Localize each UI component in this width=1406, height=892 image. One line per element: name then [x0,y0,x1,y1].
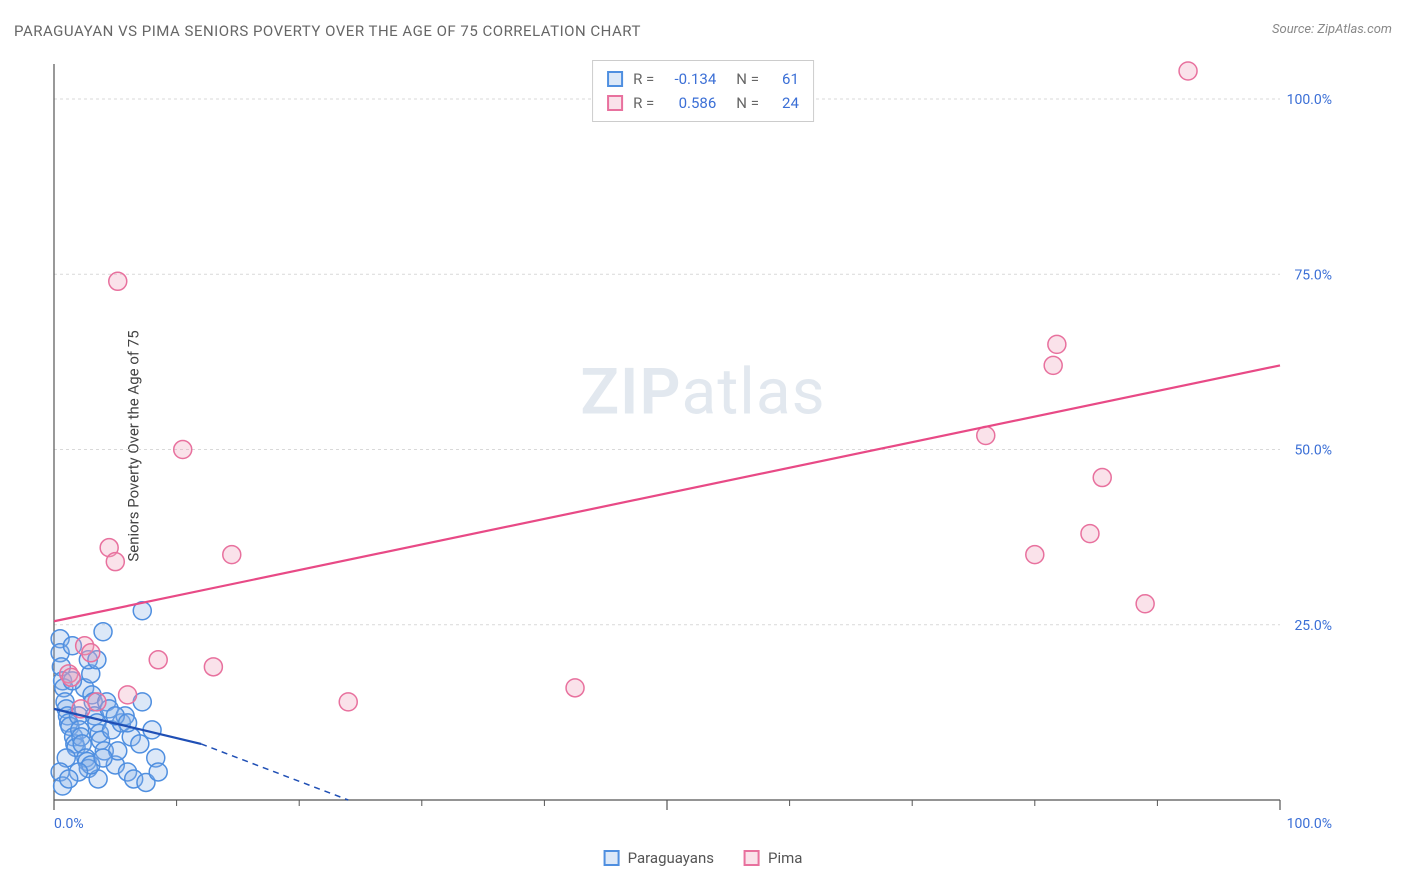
series-name: Pima [768,849,802,867]
svg-text:100.0%: 100.0% [1287,92,1332,108]
chart-title: PARAGUAYAN VS PIMA SENIORS POVERTY OVER … [14,22,641,40]
scatter-plot: 25.0% 50.0% 75.0% 100.0% 0.0% 100.0% [50,60,1340,840]
legend-n-label: N = [736,91,759,115]
legend-swatch [744,850,760,866]
series-name: Paraguayans [628,849,714,867]
legend-n-label: N = [736,67,759,91]
legend-n-value: 24 [769,91,799,115]
legend-r-label: R = [633,91,654,115]
legend-n-value: 61 [769,67,799,91]
correlation-legend: R = -0.134 N = 61 R = 0.586 N = 24 [592,60,814,122]
legend-swatch [607,71,623,87]
legend-row: R = 0.586 N = 24 [607,91,799,115]
svg-text:75.0%: 75.0% [1294,267,1332,283]
legend-r-value: 0.586 [664,91,716,115]
legend-r-value: -0.134 [664,67,716,91]
series-legend-item: Pima [744,849,802,867]
svg-text:50.0%: 50.0% [1294,443,1332,459]
svg-text:25.0%: 25.0% [1294,618,1332,634]
chart-source: Source: ZipAtlas.com [1272,22,1392,37]
svg-text:100.0%: 100.0% [1287,816,1332,832]
chart-area: 25.0% 50.0% 75.0% 100.0% 0.0% 100.0% [50,60,1340,840]
legend-swatch [604,850,620,866]
legend-row: R = -0.134 N = 61 [607,67,799,91]
legend-swatch [607,95,623,111]
legend-r-label: R = [633,67,654,91]
svg-text:0.0%: 0.0% [54,816,84,832]
series-legend: Paraguayans Pima [604,849,803,867]
series-legend-item: Paraguayans [604,849,714,867]
